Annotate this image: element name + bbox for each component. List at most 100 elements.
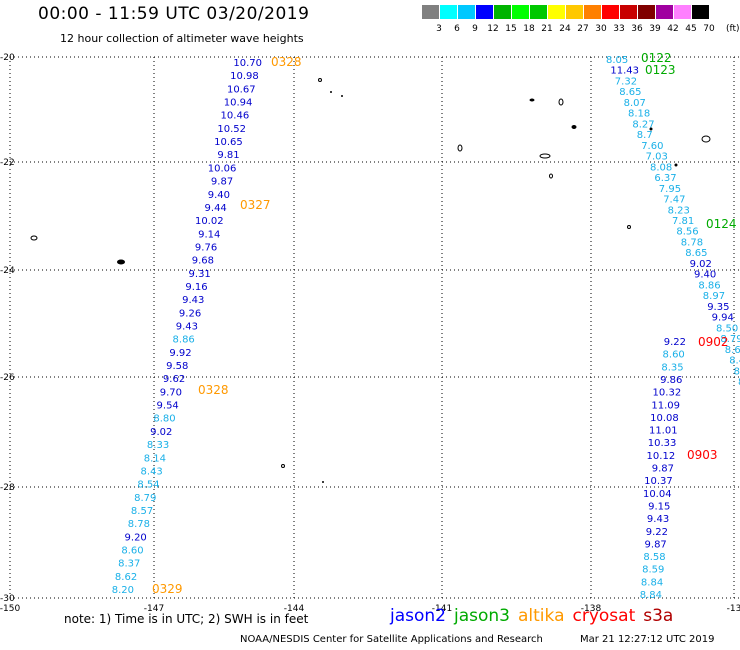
legend-swatch <box>530 5 547 19</box>
altimeter-tracks: 10.70 10.98 10.67 10.94 10.46 10.52 10.65 9.81 1… <box>112 55 740 601</box>
island <box>539 153 551 159</box>
legend-swatch <box>494 5 511 19</box>
swh-value-west: 9.16 <box>185 282 207 293</box>
legend-swatch <box>422 5 439 19</box>
swh-value-east-diagonal: 11.43 <box>610 66 639 77</box>
swh-value-east-vertical: 11.01 <box>649 426 678 437</box>
track-time-label: 0329 <box>152 582 183 596</box>
swh-value-east-vertical: 8.60 <box>663 350 685 361</box>
swh-value-east-diagonal: 9.40 <box>694 270 716 281</box>
swh-value-east-vertical: 10.32 <box>653 388 682 399</box>
legend-label: 9 <box>472 24 478 34</box>
island <box>341 95 343 97</box>
swh-value-west: 8.62 <box>115 572 137 583</box>
island <box>649 127 653 131</box>
swh-value-east-vertical: 8.59 <box>642 565 664 576</box>
swh-value-west: 9.14 <box>198 229 220 240</box>
legend-swatch <box>476 5 493 19</box>
swh-value-east-vertical: 8.84 <box>641 577 663 588</box>
legend-swatch <box>674 5 691 19</box>
lat-label: -22 <box>0 158 15 168</box>
track-time-label: 0902 <box>698 335 729 349</box>
track-time-label: 0903 <box>687 448 718 462</box>
legend-label: 21 <box>541 24 553 34</box>
legend-swatch <box>584 5 601 19</box>
satellite-jason3: jason3 <box>454 606 510 626</box>
island <box>30 235 38 241</box>
swh-value-west: 9.02 <box>150 427 172 438</box>
credit-date: Mar 21 12:27:12 UTC 2019 <box>580 634 715 645</box>
swh-value-east-diagonal: 9.35 <box>707 302 729 313</box>
lat-label: -20 <box>0 53 15 63</box>
swh-value-west: 8.14 <box>144 453 166 464</box>
legend-swatch <box>548 5 565 19</box>
swh-value-east-vertical: 9.15 <box>648 502 670 513</box>
swh-value-east-diagonal: 8.56 <box>676 227 698 238</box>
track-time-label: 0328 <box>271 55 302 69</box>
swh-value-east-diagonal: 8.50 <box>716 323 738 334</box>
swh-value-west: 9.43 <box>176 322 198 333</box>
legend-label: 45 <box>685 24 697 34</box>
swh-value-west: 9.70 <box>160 387 182 398</box>
legend-swatch <box>638 5 655 19</box>
swh-value-west: 8.54 <box>137 480 159 491</box>
island <box>571 125 577 129</box>
swh-value-east-diagonal: 8.65 <box>685 248 707 259</box>
swh-value-east-diagonal: 8.65 <box>725 345 740 356</box>
swh-value-west: 10.98 <box>230 71 259 82</box>
swh-value-east-vertical: 9.43 <box>647 514 669 525</box>
island <box>529 98 535 102</box>
swh-value-east-vertical: 10.12 <box>647 451 676 462</box>
swh-value-east-vertical: 10.37 <box>644 476 673 487</box>
legend-swatch <box>692 5 709 19</box>
swh-value-west: 8.80 <box>153 414 175 425</box>
swh-value-east-diagonal: 8.08 <box>650 162 672 173</box>
swh-value-east-vertical: 9.87 <box>645 539 667 550</box>
track-time-label: 0122 <box>641 51 672 65</box>
legend-label: 30 <box>595 24 607 34</box>
swh-value-east-diagonal: 9.94 <box>712 313 734 324</box>
island <box>627 225 631 229</box>
swh-value-east-vertical: 8.58 <box>643 552 665 563</box>
swh-value-west: 10.46 <box>221 111 250 122</box>
swh-value-east-diagonal: 8.23 <box>668 205 690 216</box>
swh-value-east-diagonal: 7.60 <box>641 141 663 152</box>
notes-text: note: 1) Time is in UTC; 2) SWH is in fe… <box>64 612 309 626</box>
satellite-altika: altika <box>518 606 565 626</box>
swh-value-west: 8.86 <box>173 335 195 346</box>
lat-label: -26 <box>0 373 15 383</box>
legend-label: 33 <box>613 24 625 34</box>
legend-swatch <box>566 5 583 19</box>
swh-value-east-diagonal: 8.07 <box>624 98 646 109</box>
satellite-legend: jason2 jason3 altika cryosat s3a <box>390 606 681 626</box>
legend-swatch <box>440 5 457 19</box>
lon-label: -144 <box>284 604 305 614</box>
legend-label: 24 <box>559 24 571 34</box>
track-time-label: 0124 <box>706 217 737 231</box>
island <box>318 78 322 82</box>
lat-label: -30 <box>0 594 15 604</box>
swh-value-west: 8.57 <box>131 506 153 517</box>
island <box>701 135 711 143</box>
swh-value-west: 9.26 <box>179 308 201 319</box>
island <box>330 91 332 93</box>
swh-value-west: 9.43 <box>182 295 204 306</box>
legend-label: 36 <box>631 24 643 34</box>
swh-value-east-vertical: 9.87 <box>652 464 674 475</box>
island <box>558 98 564 106</box>
lon-label: -147 <box>144 604 164 614</box>
swh-value-west: 9.58 <box>166 361 188 372</box>
legend-label: 6 <box>454 24 460 34</box>
legend-swatch <box>458 5 475 19</box>
swh-value-west: 8.60 <box>121 546 143 557</box>
color-legend: 3 6 9 12 15 18 21 24 27 30 33 36 39 42 45 70 (ft) <box>422 5 740 34</box>
legend-swatch <box>512 5 529 19</box>
legend-label: 3 <box>436 24 442 34</box>
legend-swatch <box>602 5 619 19</box>
swh-value-east-diagonal: 8.18 <box>628 109 650 120</box>
legend-label: 39 <box>649 24 661 34</box>
swh-value-east-diagonal: 8.05 <box>606 55 628 66</box>
swh-value-west: 9.81 <box>217 150 239 161</box>
